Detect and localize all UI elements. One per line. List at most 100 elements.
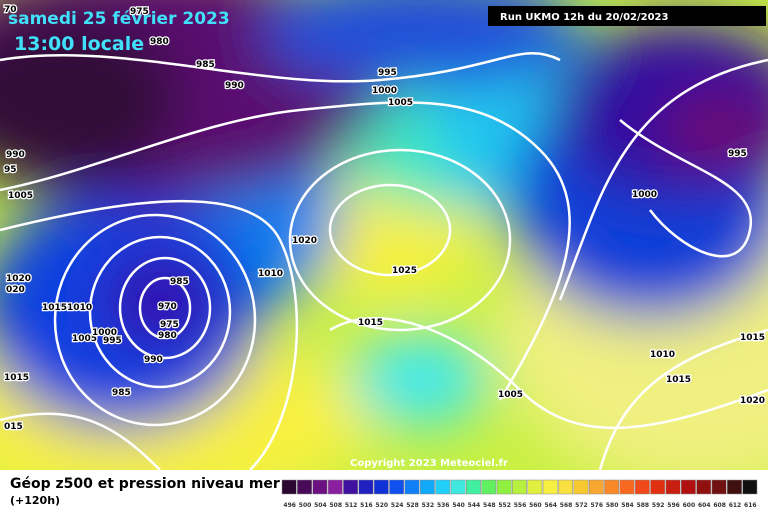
colorbar-label: 604 [698, 502, 711, 509]
colorbar-cell [680, 479, 696, 495]
isobar-label: 1020 [292, 236, 317, 246]
isobar-label: 985 [196, 60, 215, 70]
isobar-label: 1020 [740, 396, 765, 406]
colorbar-label: 516 [360, 502, 373, 509]
isobar-label: 1005 [388, 98, 413, 108]
colorbar-label: 616 [744, 502, 757, 509]
colorbar-label: 608 [713, 502, 726, 509]
isobar-label: 1000 [92, 328, 117, 338]
isobar-label: 020 [6, 285, 25, 295]
colorbar-cell [327, 479, 343, 495]
isobar-label: 015 [4, 422, 23, 432]
isobars [0, 52, 768, 470]
colorbar-cell [711, 479, 727, 495]
isobar-label: 1015 [4, 373, 29, 383]
isobar-label: 1005 [498, 390, 523, 400]
colorbar-label: 612 [729, 502, 742, 509]
colorbar-label: 508 [329, 502, 342, 509]
colorbar-label: 548 [483, 502, 496, 509]
colorbar-cell [727, 479, 742, 495]
colorbar-cell [588, 479, 604, 495]
colorbar-cell [450, 479, 466, 495]
isobar-label: 70 [4, 5, 17, 15]
copyright: Copyright 2023 Meteociel.fr [350, 458, 508, 469]
colorbar-cell [281, 479, 297, 495]
colorbar-cell [312, 479, 328, 495]
isobar-label: 1015 [740, 333, 765, 343]
colorbar-label: 572 [575, 502, 588, 509]
colorbar-label: 592 [652, 502, 665, 509]
colorbar-cell [542, 479, 558, 495]
colorbar-label: 584 [621, 502, 634, 509]
colorbar-cell [373, 479, 389, 495]
colorbar-label: 504 [314, 502, 327, 509]
colorbar-cell [389, 479, 405, 495]
colorbar-cell [604, 479, 620, 495]
colorbar-label: 536 [437, 502, 450, 509]
isobar-label: 1000 [372, 86, 397, 96]
colorbar-cell [358, 479, 374, 495]
isobar-label: 970 [158, 302, 177, 312]
colorbar-cell [404, 479, 420, 495]
colorbar-cell [496, 479, 512, 495]
isobar-label: 1015 [666, 375, 691, 385]
colorbar-cell [650, 479, 666, 495]
colorbar-cell [527, 479, 543, 495]
colorbar-cell [481, 479, 497, 495]
colorbar-label: 500 [299, 502, 312, 509]
colorbar-label: 540 [452, 502, 465, 509]
colorbar-cell [665, 479, 681, 495]
colorbar-cell [619, 479, 635, 495]
colorbar-cell [297, 479, 312, 495]
subtitle: 13:00 locale [14, 33, 144, 55]
colorbar-cell [573, 479, 589, 495]
colorbar-cell [558, 479, 573, 495]
isobar-label: 980 [158, 331, 177, 341]
isobar-label: 1010 [258, 269, 283, 279]
colorbar-label: 532 [422, 502, 435, 509]
legend-title: Géop z500 et pression niveau mer [10, 476, 280, 492]
colorbar-label: 520 [376, 502, 389, 509]
isobar-label: 1025 [392, 266, 417, 276]
isobar-label: 980 [150, 37, 169, 47]
legend-lead: (+120h) [10, 494, 60, 507]
colorbar-label: 588 [637, 502, 650, 509]
colorbar-label: 556 [514, 502, 527, 509]
title: samedi 25 février 2023 [8, 9, 230, 29]
isobar-label: 1005 [72, 334, 97, 344]
isobar-label: 995 [378, 68, 397, 78]
isobar-label: 985 [112, 388, 131, 398]
isobar-labels: 70 97598098599099510001005990951005102002… [3, 4, 767, 434]
colorbar-label: 524 [391, 502, 404, 509]
isobar-label: 995 [728, 149, 747, 159]
colorbar-label: 496 [283, 502, 296, 509]
isobar-label: 975 [130, 7, 149, 17]
colorbar: 496 500 504 508 512 516 520 524 528 532 536 540 544 5… [281, 479, 758, 509]
colorbar-cell [435, 479, 451, 495]
colorbar-label: 596 [667, 502, 680, 509]
colorbar-cell [742, 479, 758, 495]
isobar-label: 995 [103, 336, 122, 346]
colorbar-label: 580 [606, 502, 619, 509]
isobar-label: 990 [225, 81, 244, 91]
isobar-label: 985 [170, 277, 189, 287]
colorbar-label: 512 [345, 502, 358, 509]
isobar-label: 1020 [6, 274, 31, 284]
isobar-label: 1015 [358, 318, 383, 328]
isobar-label: 1005 [8, 191, 33, 201]
isobar-label: 95 [4, 165, 17, 175]
colorbar-label: 528 [406, 502, 419, 509]
colorbar-cell [512, 479, 527, 495]
colorbar-cell [634, 479, 650, 495]
colorbar-cell [466, 479, 481, 495]
colorbar-label: 600 [683, 502, 696, 509]
isobar-label: 10151010 [42, 303, 92, 313]
colorbar-label: 560 [529, 502, 542, 509]
colorbar-label: 552 [498, 502, 511, 509]
isobar-label: 1010 [650, 350, 675, 360]
isobar-label: 1000 [632, 190, 657, 200]
isobar-label: 975 [160, 320, 179, 330]
